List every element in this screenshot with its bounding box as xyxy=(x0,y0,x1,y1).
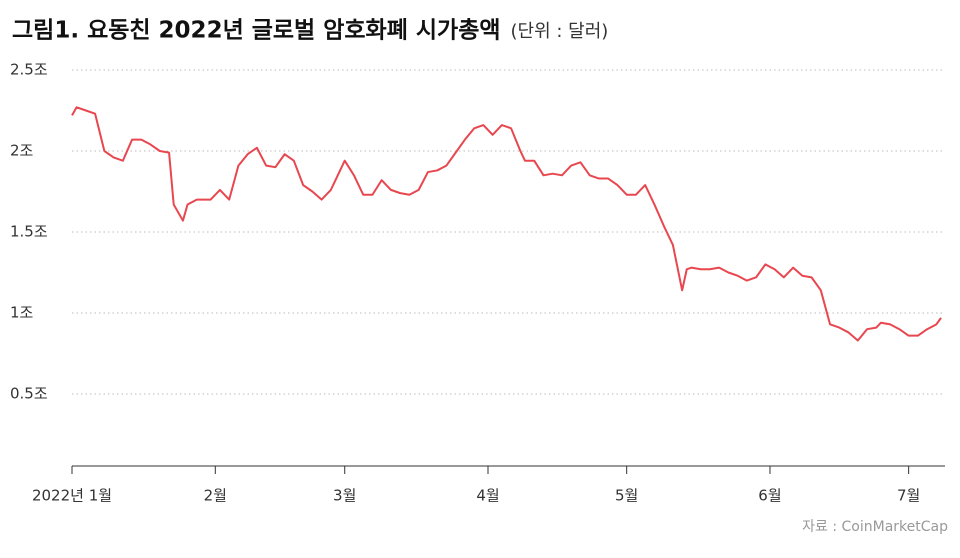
y-tick-label: 2조 xyxy=(10,142,34,160)
y-tick-label: 1.5조 xyxy=(10,223,48,241)
x-tick-label: 5월 xyxy=(615,487,638,505)
y-tick-label: 1조 xyxy=(10,304,34,322)
y-tick-label: 0.5조 xyxy=(10,385,48,403)
y-tick-label: 2.5조 xyxy=(10,61,48,79)
x-tick-label: 7월 xyxy=(897,487,920,505)
chart-subtitle: (단위 : 달러) xyxy=(511,21,609,42)
x-tick-label: 2월 xyxy=(204,487,227,505)
chart-title: 그림1. 요동친 2022년 글로벌 암호화폐 시가총액 xyxy=(12,18,501,44)
x-tick-label: 2022년 1월 xyxy=(32,487,112,505)
source: 자료 : CoinMarketCap xyxy=(802,519,948,535)
data-line xyxy=(71,106,942,342)
x-tick-label: 4월 xyxy=(476,487,499,505)
x-tick-label: 3월 xyxy=(333,487,356,505)
x-tick-label: 6월 xyxy=(758,487,781,505)
